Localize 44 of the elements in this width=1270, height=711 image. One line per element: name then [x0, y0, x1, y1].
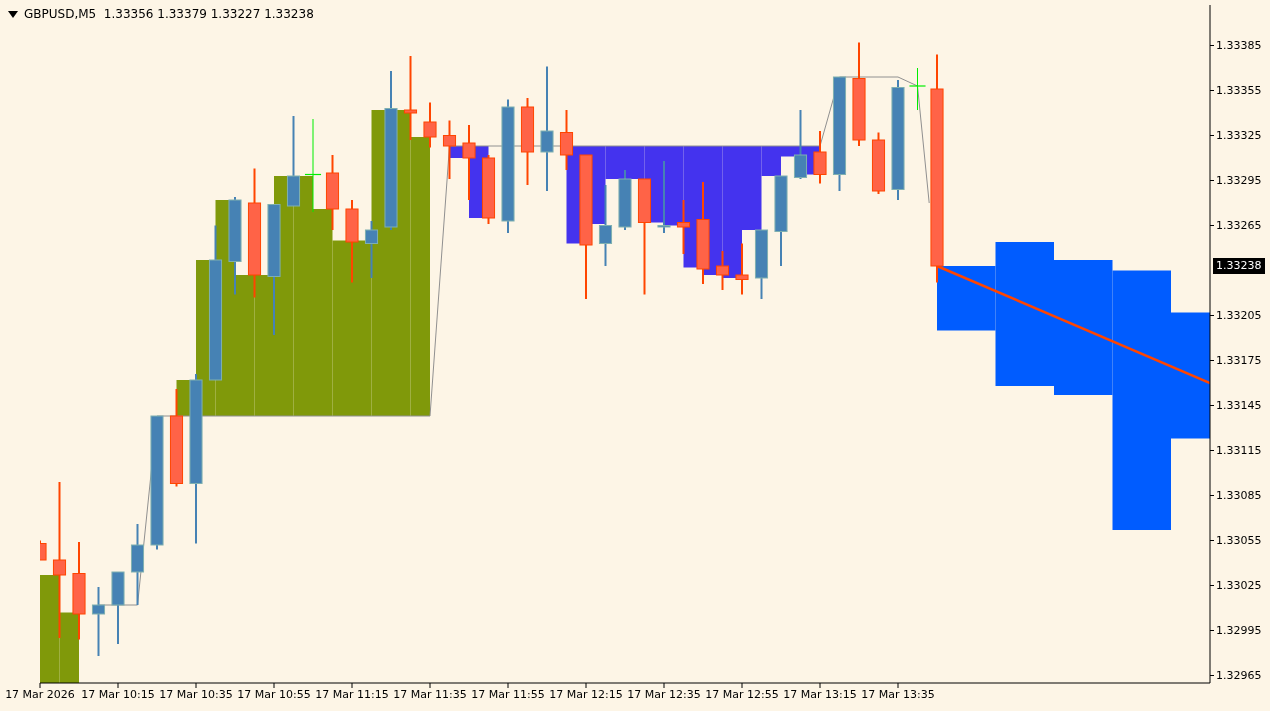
y-tick-label: 1.33385 [1216, 39, 1262, 53]
candlestick [598, 184, 613, 267]
y-tick-label: 1.33055 [1216, 534, 1262, 548]
candlestick [91, 586, 106, 657]
candlestick [676, 199, 691, 255]
candlestick [423, 101, 437, 149]
y-tick-label: 1.33325 [1216, 129, 1262, 143]
y-tick-label: 1.32995 [1216, 624, 1262, 638]
y-tick-label: 1.33085 [1216, 489, 1262, 503]
y-tick-label: 1.32965 [1216, 669, 1262, 683]
x-tick-label: 17 Mar 10:55 [237, 687, 311, 701]
y-tick-label: 1.33115 [1216, 444, 1262, 458]
candlestick [364, 220, 379, 279]
candlestick [442, 119, 457, 180]
candlestick [813, 130, 827, 185]
text: 1.33238 [1213, 258, 1265, 274]
candlestick [715, 250, 730, 291]
x-tick-label: 17 Mar 2026 [5, 687, 75, 701]
y-tick-label: 1.33145 [1216, 399, 1262, 413]
y-tick-label: 1.33175 [1216, 354, 1262, 368]
x-tick-label: 17 Mar 10:15 [81, 687, 155, 701]
candlestick [403, 55, 418, 141]
x-tick-label: 17 Mar 10:35 [159, 687, 233, 701]
x-tick-label: 17 Mar 13:35 [861, 687, 935, 701]
candlestick [735, 242, 749, 296]
x-tick-label: 17 Mar 11:35 [393, 687, 467, 701]
candlestick [559, 109, 574, 171]
y-tick-label: 1.33265 [1216, 219, 1262, 233]
x-tick-label: 17 Mar 13:15 [783, 687, 857, 701]
y-tick-label: 1.33355 [1216, 84, 1262, 98]
y-tick-label: 1.33205 [1216, 309, 1262, 323]
y-tick-label: 1.33295 [1216, 174, 1262, 188]
candlestick [52, 481, 67, 639]
candlestick [462, 124, 476, 201]
x-tick-label: 17 Mar 12:35 [627, 687, 701, 701]
x-tick-label: 17 Mar 11:15 [315, 687, 389, 701]
candlestick [657, 160, 671, 234]
candlestick [540, 65, 554, 192]
candlestick [793, 109, 808, 180]
chart-title: GBPUSD,M5 1.33356 1.33379 1.33227 1.33238 [24, 7, 314, 21]
x-tick-label: 17 Mar 12:55 [705, 687, 779, 701]
x-tick-label: 17 Mar 12:15 [549, 687, 623, 701]
x-tick-label: 17 Mar 11:55 [471, 687, 545, 701]
y-tick-label: 1.33025 [1216, 579, 1262, 593]
